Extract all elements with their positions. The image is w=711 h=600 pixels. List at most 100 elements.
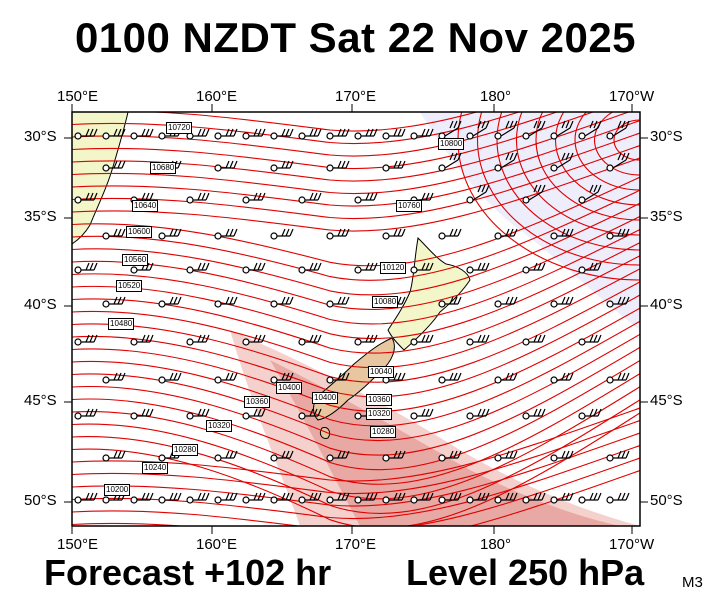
wind-barb	[305, 192, 322, 201]
wind-station	[102, 496, 110, 504]
wind-barb	[109, 450, 126, 459]
height-contour	[72, 307, 640, 412]
wind-station	[130, 266, 138, 274]
lat-label-left: 35°S	[24, 208, 57, 225]
wind-station	[102, 300, 110, 308]
wind-station	[578, 338, 586, 346]
wind-station	[606, 132, 614, 140]
wind-station	[578, 412, 586, 420]
wind-station	[522, 196, 530, 204]
wind-barb	[557, 296, 574, 305]
wind-barb	[81, 492, 98, 501]
wind-barb	[333, 228, 350, 237]
wind-barb	[109, 492, 126, 501]
wind-barb	[472, 184, 490, 201]
lat-label-left: 50°S	[24, 492, 57, 509]
wind-barb	[529, 492, 546, 501]
height-contour	[72, 132, 640, 207]
wind-station	[242, 338, 250, 346]
wind-barb	[585, 492, 602, 501]
wind-station	[606, 300, 614, 308]
wind-barb	[249, 192, 266, 201]
wind-station	[242, 266, 250, 274]
wind-barb	[221, 160, 238, 169]
wind-station	[298, 496, 306, 504]
wind-barb	[277, 296, 294, 305]
height-contour	[72, 176, 640, 267]
wind-station	[74, 196, 82, 204]
wind-station	[74, 496, 82, 504]
wind-barb	[333, 160, 350, 169]
wind-barb	[249, 492, 266, 501]
wind-barb	[613, 228, 630, 237]
wind-barb	[445, 492, 462, 501]
wind-barb	[305, 408, 322, 417]
contour-value-label: 10720	[166, 122, 193, 134]
contour-value-label: 10280	[172, 444, 199, 456]
wind-station	[130, 338, 138, 346]
lon-label-top: 160°E	[196, 88, 238, 105]
wind-station	[186, 496, 194, 504]
height-contour	[574, 112, 640, 191]
wind-barb	[613, 296, 630, 305]
wind-barb	[417, 128, 434, 137]
wind-station	[606, 232, 614, 240]
wind-station	[214, 376, 222, 384]
wind-station	[130, 132, 138, 140]
wind-barb	[612, 120, 630, 137]
pressure-level: Level 250 hPa	[406, 552, 645, 593]
wind-station	[102, 376, 110, 384]
wind-barb	[221, 296, 238, 305]
lat-label-right: 35°S	[650, 208, 683, 225]
wind-barb	[305, 492, 322, 501]
wind-barb	[333, 492, 350, 501]
wind-station	[242, 132, 250, 140]
contour-value-label: 10360	[244, 396, 271, 408]
wind-barb	[193, 192, 210, 201]
wind-barb	[277, 128, 294, 137]
wind-barb	[472, 120, 490, 137]
wind-station	[438, 232, 446, 240]
wind-station	[382, 496, 390, 504]
lon-label-bottom: 160°E	[196, 536, 238, 553]
wind-station	[354, 132, 362, 140]
wind-station	[410, 496, 418, 504]
wind-station	[550, 232, 558, 240]
contour-value-label: 10640	[132, 200, 159, 212]
wind-station	[354, 412, 362, 420]
wind-station	[606, 496, 614, 504]
wind-station	[466, 266, 474, 274]
wind-barb	[417, 334, 434, 343]
wind-barb	[249, 408, 266, 417]
wind-station	[214, 164, 222, 172]
wind-barb	[193, 334, 210, 343]
wind-barb	[81, 334, 98, 343]
wind-station	[242, 496, 250, 504]
wind-barb	[109, 372, 126, 381]
wind-barb	[165, 228, 182, 237]
contour-value-label: 10800	[438, 138, 465, 150]
lat-label-right: 40°S	[650, 296, 683, 313]
wind-barb	[249, 262, 266, 271]
wind-station	[550, 132, 558, 140]
height-contour	[476, 112, 640, 266]
height-contour	[72, 346, 640, 456]
wind-barb	[389, 372, 406, 381]
wind-barb	[389, 160, 406, 169]
lon-label-bottom: 150°E	[57, 536, 99, 553]
wind-barb	[361, 492, 378, 501]
wind-station	[298, 338, 306, 346]
wind-station	[326, 454, 334, 462]
lon-label-bottom: 170°W	[609, 536, 655, 553]
wind-barb	[473, 408, 490, 417]
wind-station	[354, 496, 362, 504]
wind-barb	[501, 228, 518, 237]
height-contour	[613, 119, 640, 161]
wind-station	[102, 132, 110, 140]
wind-station	[74, 412, 82, 420]
wind-station	[158, 232, 166, 240]
wind-station	[578, 196, 586, 204]
wind-station	[494, 376, 502, 384]
wind-station	[74, 338, 82, 346]
lon-label-top: 150°E	[57, 88, 99, 105]
